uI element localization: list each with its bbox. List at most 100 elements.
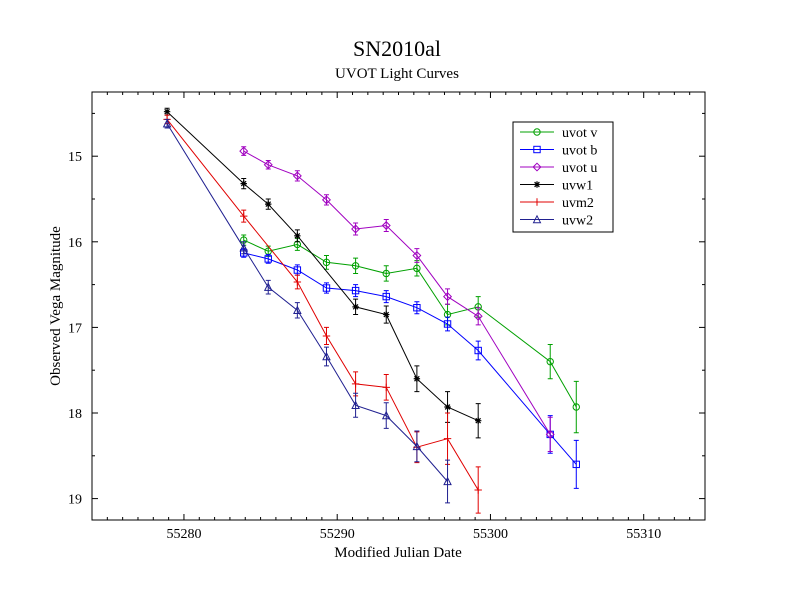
data-point	[572, 460, 580, 469]
data-point	[351, 400, 360, 409]
data-point	[321, 195, 331, 205]
y-tick-label: 18	[68, 407, 82, 422]
data-point	[264, 255, 272, 263]
data-point	[293, 305, 302, 314]
legend-item-uvm2: uvm2	[520, 196, 594, 211]
legend-item-uvot-u: uvot u	[520, 161, 597, 176]
data-point	[322, 258, 331, 267]
series-line-uvot-v	[243, 239, 577, 408]
data-point	[474, 486, 482, 494]
data-point	[444, 403, 451, 411]
data-point	[474, 346, 482, 355]
data-point	[263, 282, 273, 291]
data-point	[265, 200, 272, 208]
plot-area	[162, 107, 580, 514]
data-point	[545, 429, 555, 439]
y-tick-label: 17	[68, 321, 82, 336]
data-point	[163, 108, 171, 115]
error-bar	[383, 402, 389, 429]
legend-label: uvot b	[562, 144, 597, 159]
data-point	[352, 303, 359, 311]
legend-item-uvot-b: uvot b	[520, 144, 597, 159]
data-point	[293, 266, 302, 274]
data-point	[263, 160, 273, 170]
y-tick-label: 15	[68, 150, 82, 165]
y-tick-label: 19	[68, 493, 82, 508]
error-bar	[353, 257, 359, 274]
legend-label: uvw2	[562, 214, 593, 229]
chart-subtitle: UVOT Light Curves	[335, 66, 459, 82]
series-uvm2	[163, 114, 482, 514]
data-point	[412, 441, 422, 451]
data-point	[239, 146, 249, 156]
error-bar	[414, 301, 420, 315]
error-bar	[475, 307, 481, 326]
error-bar	[294, 302, 300, 319]
error-bar	[353, 284, 359, 298]
series-line-uvw2	[166, 123, 448, 482]
data-point	[546, 357, 554, 366]
data-point	[443, 434, 452, 443]
legend-marker	[533, 198, 541, 206]
data-point	[443, 320, 452, 328]
data-point	[443, 292, 453, 302]
data-point	[292, 171, 302, 181]
data-point	[322, 284, 331, 292]
legend-marker	[533, 128, 541, 136]
data-point	[413, 375, 421, 382]
data-point	[413, 264, 421, 273]
legend-box	[512, 121, 614, 233]
series-uvot-u	[239, 146, 555, 453]
data-point	[412, 250, 422, 261]
series-uvw2	[162, 118, 452, 504]
series-line-uvw1	[166, 111, 479, 422]
legend-label: uvm2	[562, 196, 594, 211]
data-point	[322, 351, 331, 361]
data-point	[473, 311, 483, 321]
x-axis-label: Modified Julian Date	[334, 545, 462, 561]
legend-label: uvot v	[562, 126, 597, 141]
data-point	[382, 292, 390, 301]
data-point	[443, 476, 452, 486]
legend-item-uvw1: uvw1	[520, 179, 593, 194]
error-bar	[547, 416, 553, 453]
axis-ticks: 55280 55290 55300 55310 15 16 17 18 19	[68, 92, 706, 542]
legend-item-uvot-v: uvot v	[520, 126, 597, 141]
data-point	[572, 403, 580, 411]
x-tick-label: 55300	[473, 527, 508, 542]
data-point	[239, 242, 249, 252]
legend-marker	[533, 181, 541, 188]
data-point	[351, 380, 360, 388]
x-tick-label: 55280	[166, 527, 201, 542]
data-point	[382, 269, 390, 278]
error-bar	[383, 265, 389, 282]
data-point	[240, 180, 247, 187]
data-point	[382, 383, 390, 392]
series-line-uvm2	[166, 119, 479, 491]
data-point	[293, 278, 302, 286]
data-point	[351, 224, 361, 234]
data-point	[381, 221, 391, 231]
series-uvot-v	[240, 234, 580, 434]
error-bar	[445, 316, 451, 332]
y-axis-label: Observed Vega Magnitude	[48, 226, 64, 386]
series-line-uvot-u	[243, 150, 551, 435]
data-point	[413, 304, 421, 312]
data-point	[383, 311, 390, 318]
error-bar	[414, 248, 420, 263]
error-bar	[414, 430, 420, 463]
legend-marker	[533, 145, 541, 154]
series-uvw1	[163, 107, 482, 439]
legend-marker	[532, 162, 542, 172]
error-bar	[383, 290, 389, 304]
data-point	[381, 410, 391, 420]
x-tick-label: 55290	[320, 527, 355, 542]
data-point	[322, 332, 331, 340]
error-bar	[323, 346, 329, 367]
error-bar	[445, 459, 451, 504]
x-tick-label: 55310	[626, 527, 661, 542]
data-point	[294, 232, 301, 240]
y-tick-label: 16	[68, 236, 82, 251]
error-bar	[241, 146, 247, 156]
